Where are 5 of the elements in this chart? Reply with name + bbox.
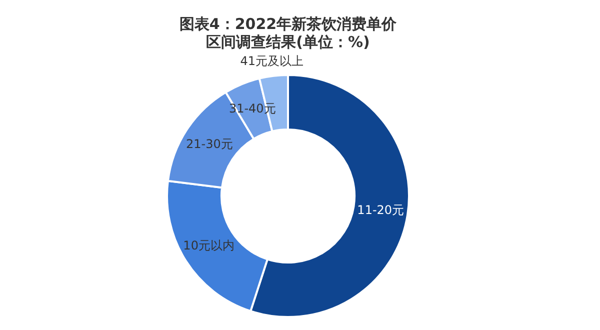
slice-label: 41元及以上 — [240, 54, 304, 68]
slice-label: 21-30元 — [186, 136, 233, 151]
slice-label: 10元以内 — [183, 238, 234, 252]
chart-title: 图表4：2022年新茶饮消费单价区间调查结果(单位：%) — [179, 14, 398, 51]
slice-label: 11-20元 — [357, 202, 404, 217]
